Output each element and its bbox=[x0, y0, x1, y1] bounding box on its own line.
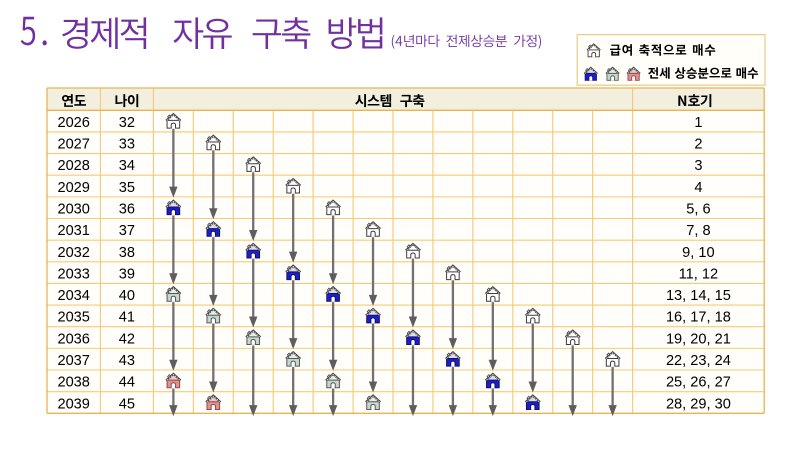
svg-text:2035: 2035 bbox=[57, 310, 89, 326]
svg-text:35: 35 bbox=[119, 180, 135, 196]
svg-text:7, 8: 7, 8 bbox=[686, 223, 710, 239]
svg-text:36: 36 bbox=[119, 201, 135, 217]
svg-text:37: 37 bbox=[119, 223, 135, 239]
svg-text:2028: 2028 bbox=[57, 158, 89, 174]
svg-text:3: 3 bbox=[694, 158, 702, 174]
svg-text:13, 14, 15: 13, 14, 15 bbox=[666, 288, 731, 304]
svg-text:39: 39 bbox=[119, 266, 135, 282]
svg-text:25, 26, 27: 25, 26, 27 bbox=[666, 375, 731, 391]
svg-text:9, 10: 9, 10 bbox=[682, 245, 714, 261]
svg-text:2027: 2027 bbox=[57, 137, 89, 153]
svg-text:33: 33 bbox=[119, 137, 135, 153]
svg-text:2029: 2029 bbox=[57, 180, 89, 196]
svg-text:34: 34 bbox=[119, 158, 135, 174]
svg-text:2026: 2026 bbox=[57, 115, 89, 131]
svg-text:2: 2 bbox=[694, 137, 702, 153]
svg-text:11, 12: 11, 12 bbox=[679, 266, 719, 282]
svg-text:16, 17, 18: 16, 17, 18 bbox=[666, 310, 731, 326]
svg-text:2039: 2039 bbox=[57, 396, 89, 412]
svg-text:1: 1 bbox=[694, 115, 702, 131]
svg-text:2038: 2038 bbox=[57, 375, 89, 391]
svg-text:2033: 2033 bbox=[57, 266, 89, 282]
svg-text:19, 20, 21: 19, 20, 21 bbox=[666, 331, 731, 347]
svg-text:32: 32 bbox=[119, 115, 135, 131]
svg-text:2030: 2030 bbox=[57, 201, 89, 217]
svg-text:43: 43 bbox=[119, 353, 135, 369]
svg-text:44: 44 bbox=[119, 375, 135, 391]
svg-text:5, 6: 5, 6 bbox=[686, 201, 710, 217]
svg-text:45: 45 bbox=[119, 396, 135, 412]
svg-text:38: 38 bbox=[119, 245, 135, 261]
svg-text:2034: 2034 bbox=[57, 288, 89, 304]
svg-text:2037: 2037 bbox=[57, 353, 89, 369]
svg-text:2031: 2031 bbox=[57, 223, 89, 239]
svg-text:22, 23, 24: 22, 23, 24 bbox=[666, 353, 731, 369]
svg-text:2032: 2032 bbox=[57, 245, 89, 261]
svg-text:41: 41 bbox=[119, 310, 135, 326]
svg-text:42: 42 bbox=[119, 331, 135, 347]
svg-text:4: 4 bbox=[694, 180, 702, 196]
svg-text:40: 40 bbox=[119, 288, 135, 304]
svg-text:28, 29, 30: 28, 29, 30 bbox=[666, 396, 731, 412]
svg-text:2036: 2036 bbox=[57, 331, 89, 347]
